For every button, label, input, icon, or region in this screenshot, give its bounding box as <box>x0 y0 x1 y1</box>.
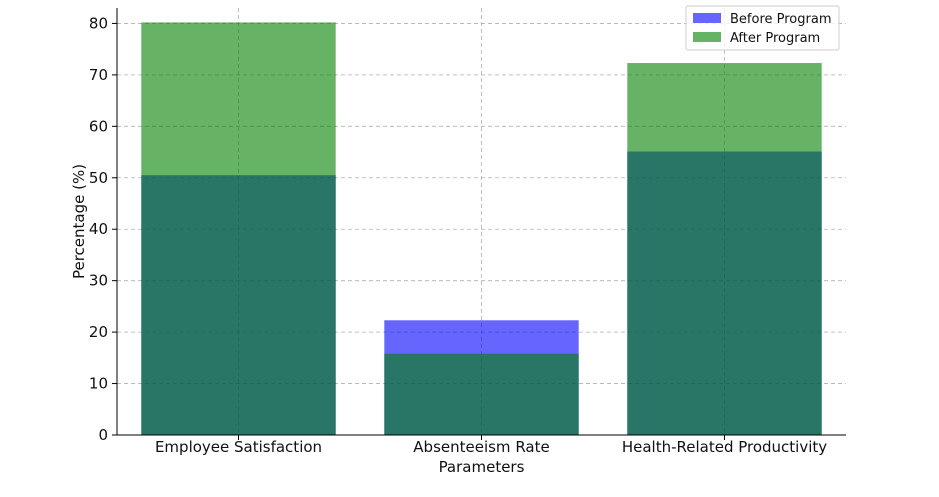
y-tick-label: 0 <box>98 426 108 444</box>
ticks: 0 10 20 30 40 50 60 70 80 Employee Satisfaction Ab… <box>89 14 827 456</box>
y-tick-label: 40 <box>89 220 108 238</box>
bar-after-program-2 <box>384 353 579 435</box>
x-tick-label: Health-Related Productivity <box>622 438 827 456</box>
y-axis-label: Percentage (%) <box>70 164 88 279</box>
legend-box <box>685 5 840 51</box>
legend-label-before-program: Before Program <box>730 12 832 27</box>
y-tick-label: 80 <box>89 14 108 32</box>
bar-after-program-1 <box>141 22 336 436</box>
x-axis-label: Parameters <box>439 458 525 476</box>
x-tick-label: Absenteeism Rate <box>413 438 549 456</box>
y-tick-label: 60 <box>89 117 108 135</box>
legend-label-after-program: After Program <box>730 31 820 46</box>
y-tick-label: 70 <box>89 66 108 84</box>
y-tick-label: 20 <box>89 323 108 341</box>
bars <box>141 22 822 436</box>
y-tick-label: 10 <box>89 375 108 393</box>
legend-swatch-after-program <box>693 32 721 42</box>
legend-swatch-before-program <box>693 13 721 23</box>
bar-after-program-3 <box>627 63 822 435</box>
legend: Before Program After Program <box>685 5 840 51</box>
y-tick-label: 30 <box>89 272 108 290</box>
y-tick-label: 50 <box>89 169 108 187</box>
x-tick-label: Employee Satisfaction <box>155 438 322 456</box>
